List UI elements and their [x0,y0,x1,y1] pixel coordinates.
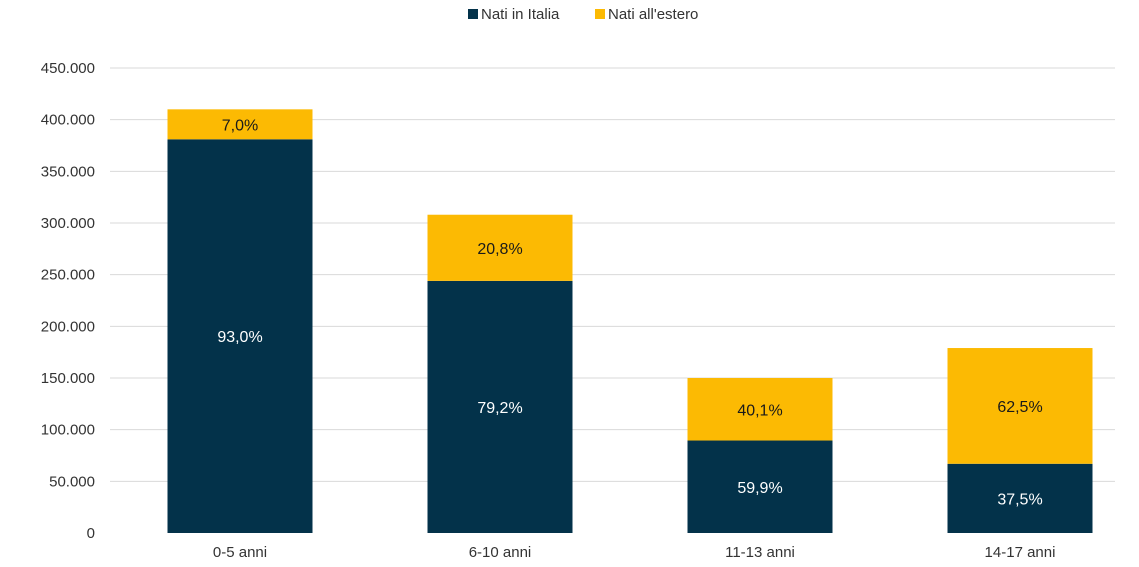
legend: Nati in Italia Nati all'estero [468,6,698,23]
bar-group-11-13-anni: 59,9% 40,1% [687,378,833,533]
legend-swatch-nati-in-italia [468,9,478,19]
y-tick-label: 150.000 [41,370,95,387]
x-tick-label: 0-5 anni [213,544,267,561]
bar-nati-all-estero-6-10-anni [427,214,573,281]
x-tick-label: 11-13 anni [725,544,795,561]
data-label: 7,0% [222,117,258,134]
y-axis: 0 50.000 100.000 150.000 200.000 250.000 300.0… [41,60,95,542]
data-label: 79,2% [477,400,522,417]
legend-label-nati-all-estero: Nati all'estero [608,6,698,23]
bar-nati-all-estero-14-17-anni [947,348,1093,464]
data-label: 40,1% [737,402,782,419]
data-label: 93,0% [217,329,262,346]
bar-nati-in-italia-11-13-anni [687,440,833,533]
data-label: 20,8% [477,241,522,258]
bar-nati-all-estero-0-5-anni [167,109,313,140]
legend-swatch-nati-all-estero [595,9,605,19]
bar-group-0-5-anni: 93,0% 7,0% [167,109,313,534]
x-tick-label: 6-10 anni [469,544,532,561]
y-tick-label: 400.000 [41,112,95,129]
bars: 93,0% 7,0% 79,2% 20,8% 59,9% 40,1% 37,5% 62,5% [167,109,1093,534]
y-tick-label: 200.000 [41,318,95,335]
x-axis: 0-5 anni 6-10 anni 11-13 anni 14-17 anni [213,544,1056,561]
data-label: 37,5% [997,491,1042,508]
data-label: 59,9% [737,480,782,497]
bar-nati-in-italia-14-17-anni [947,463,1093,533]
bar-nati-in-italia-6-10-anni [427,280,573,533]
bar-nati-in-italia-0-5-anni [167,139,313,534]
y-tick-label: 250.000 [41,267,95,284]
bar-group-14-17-anni: 37,5% 62,5% [947,348,1093,533]
y-tick-label: 100.000 [41,422,95,439]
bar-group-6-10-anni: 79,2% 20,8% [427,214,573,533]
x-tick-label: 14-17 anni [985,544,1056,561]
y-tick-label: 50.000 [49,473,95,490]
data-label: 62,5% [997,399,1042,416]
y-tick-label: 0 [87,525,95,542]
bar-nati-all-estero-11-13-anni [687,378,833,441]
y-tick-label: 450.000 [41,60,95,77]
legend-label-nati-in-italia: Nati in Italia [481,6,560,23]
y-tick-label: 300.000 [41,215,95,232]
y-tick-label: 350.000 [41,163,95,180]
